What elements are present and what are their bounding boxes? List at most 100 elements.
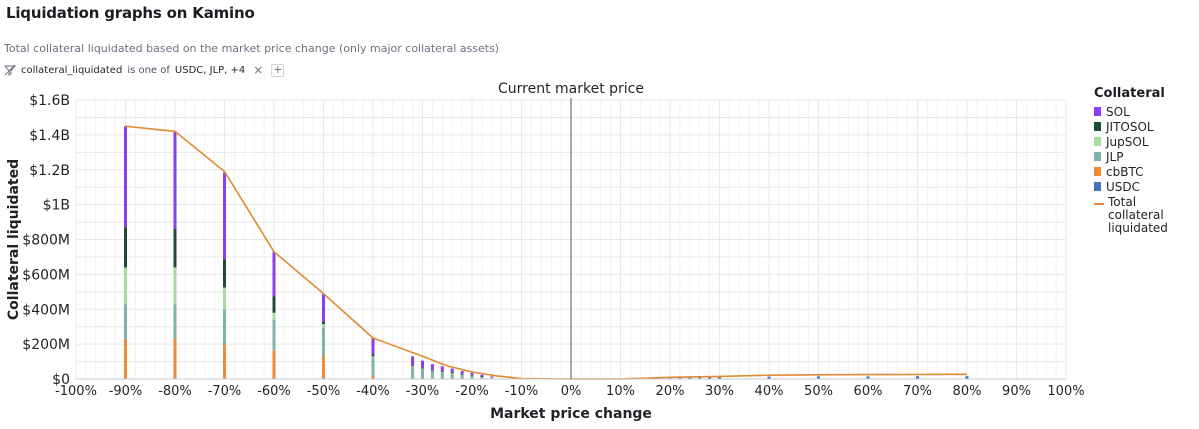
bar-segment-jlp	[450, 372, 454, 379]
legend-label: cbBTC	[1106, 165, 1144, 179]
bar-segment-jupsol	[272, 312, 276, 320]
bar-segment-cbbtc	[371, 375, 375, 379]
bar-segment-jitosol	[411, 365, 415, 366]
bar-segment-sol	[480, 374, 484, 377]
legend-label: USDC	[1106, 180, 1141, 194]
bar-segment-jlp	[322, 327, 325, 356]
bar-segment-usdc	[688, 377, 692, 379]
bar-segment-usdc	[965, 376, 969, 379]
legend-title: Collateral	[1094, 86, 1165, 101]
x-tick-label: 70%	[903, 384, 932, 399]
bar-segment-usdc	[767, 376, 771, 379]
chart-legend: Collateral SOL JITOSOL JupSOL JLP cbBTC USDC T…	[1094, 86, 1194, 235]
bar-segment-cbbtc	[272, 350, 276, 379]
bar-segment-jlp	[411, 365, 415, 379]
legend-swatch	[1094, 182, 1101, 191]
total-line-layer	[125, 125, 968, 380]
bar-segment-usdc	[916, 376, 919, 379]
legend-label: JITOSOL	[1106, 120, 1154, 134]
x-tick-label: -80%	[158, 384, 192, 399]
x-tick-label: 80%	[953, 384, 982, 399]
bar-segment-jitosol	[272, 296, 276, 313]
legend-item-sol[interactable]: SOL	[1094, 105, 1194, 120]
legend-item-jitosol[interactable]: JITOSOL	[1094, 120, 1194, 135]
y-tick-label: $600M	[22, 267, 70, 283]
legend-label: JupSOL	[1106, 135, 1149, 149]
add-filter-button[interactable]: +	[271, 62, 285, 77]
legend-swatch	[1094, 107, 1101, 116]
bar-segment-jupsol	[421, 368, 424, 369]
current-price-label: Current market price	[498, 81, 644, 97]
bar-segment-sol	[440, 366, 444, 372]
bar-segment-jlp	[173, 304, 177, 339]
x-tick-label: -70%	[208, 384, 242, 399]
bar-segment-jitosol	[460, 373, 464, 375]
y-tick-label: $1.6B	[29, 93, 70, 109]
legend-label: Total collateral liquidated	[1108, 195, 1168, 235]
bar-segment-jlp	[421, 368, 424, 379]
y-tick-label: $400M	[22, 302, 70, 318]
bar-segment-sol	[430, 364, 434, 370]
labels-layer: $0 $200M $400M $600M $800M $1B $1.2B $1.4B $1.6B…	[6, 81, 1085, 422]
bar-segment-sol	[322, 294, 325, 322]
bar-segment-jlp	[371, 357, 375, 376]
bar-segment-cbbtc	[322, 355, 325, 379]
bars-layer	[124, 126, 969, 379]
x-tick-label: -10%	[505, 384, 539, 399]
bar-segment-usdc	[708, 377, 712, 379]
x-tick-label: 10%	[606, 384, 635, 399]
x-tick-label: 50%	[804, 384, 833, 399]
bar-segment-sol	[421, 360, 424, 368]
bar-segment-jupsol	[124, 267, 127, 305]
legend-swatch	[1094, 167, 1101, 176]
bar-segment-jlp	[480, 376, 484, 379]
bar-segment-jitosol	[440, 371, 444, 372]
x-tick-label: -30%	[406, 384, 440, 399]
legend-label: SOL	[1106, 105, 1130, 119]
bar-segment-jupsol	[411, 365, 415, 367]
filter-icon	[3, 64, 17, 76]
bar-segment-jlp	[440, 371, 444, 379]
bar-segment-cbbtc	[173, 338, 177, 379]
bar-segment-jitosol	[223, 259, 226, 288]
x-tick-label: 60%	[854, 384, 883, 399]
bar-segment-usdc	[718, 376, 721, 379]
bar-segment-sol	[223, 172, 226, 260]
bar-segment-usdc	[668, 377, 672, 379]
page-title: Liquidation graphs on Kamino	[6, 4, 255, 22]
filter-operator: is one of	[127, 64, 170, 76]
bar-segment-usdc	[817, 376, 820, 379]
x-tick-label: 30%	[705, 384, 734, 399]
filter-value[interactable]: USDC, JLP, +4	[174, 64, 246, 76]
grid-layer	[75, 99, 1067, 380]
bar-segment-sol	[124, 126, 127, 228]
bar-segment-sol	[173, 131, 177, 230]
bar-segment-jitosol	[322, 321, 325, 325]
x-tick-label: -20%	[455, 384, 489, 399]
legend-item-cbbtc[interactable]: cbBTC	[1094, 165, 1194, 180]
bar-segment-jitosol	[124, 227, 127, 268]
bar-segment-usdc	[698, 377, 702, 379]
legend-item-jlp[interactable]: JLP	[1094, 150, 1194, 165]
bar-segment-usdc	[866, 376, 870, 379]
bar-segment-jlp	[430, 370, 434, 379]
filter-remove-button[interactable]: ×	[253, 63, 264, 77]
legend-item-jupsol[interactable]: JupSOL	[1094, 135, 1194, 150]
bar-segment-jlp	[460, 374, 464, 379]
bar-segment-sol	[460, 370, 464, 374]
y-axis-title: Collateral liquidated	[6, 159, 22, 320]
bar-segment-jupsol	[371, 356, 375, 358]
bar-segment-jitosol	[173, 229, 177, 268]
legend-swatch	[1094, 122, 1101, 131]
filter-chip[interactable]: collateral_liquidated is one of USDC, JL…	[3, 62, 285, 78]
total-collateral-line	[125, 125, 968, 380]
legend-item-usdc[interactable]: USDC	[1094, 180, 1194, 195]
axes-layer	[76, 98, 1066, 380]
x-tick-label: -40%	[356, 384, 390, 399]
bar-segment-cbbtc	[124, 338, 127, 379]
filter-field: collateral_liquidated	[21, 64, 123, 76]
bar-segment-jitosol	[480, 376, 484, 377]
legend-label: JLP	[1106, 150, 1124, 164]
bar-segment-jitosol	[421, 367, 424, 369]
legend-item-total[interactable]: Total collateral liquidated	[1094, 196, 1194, 235]
